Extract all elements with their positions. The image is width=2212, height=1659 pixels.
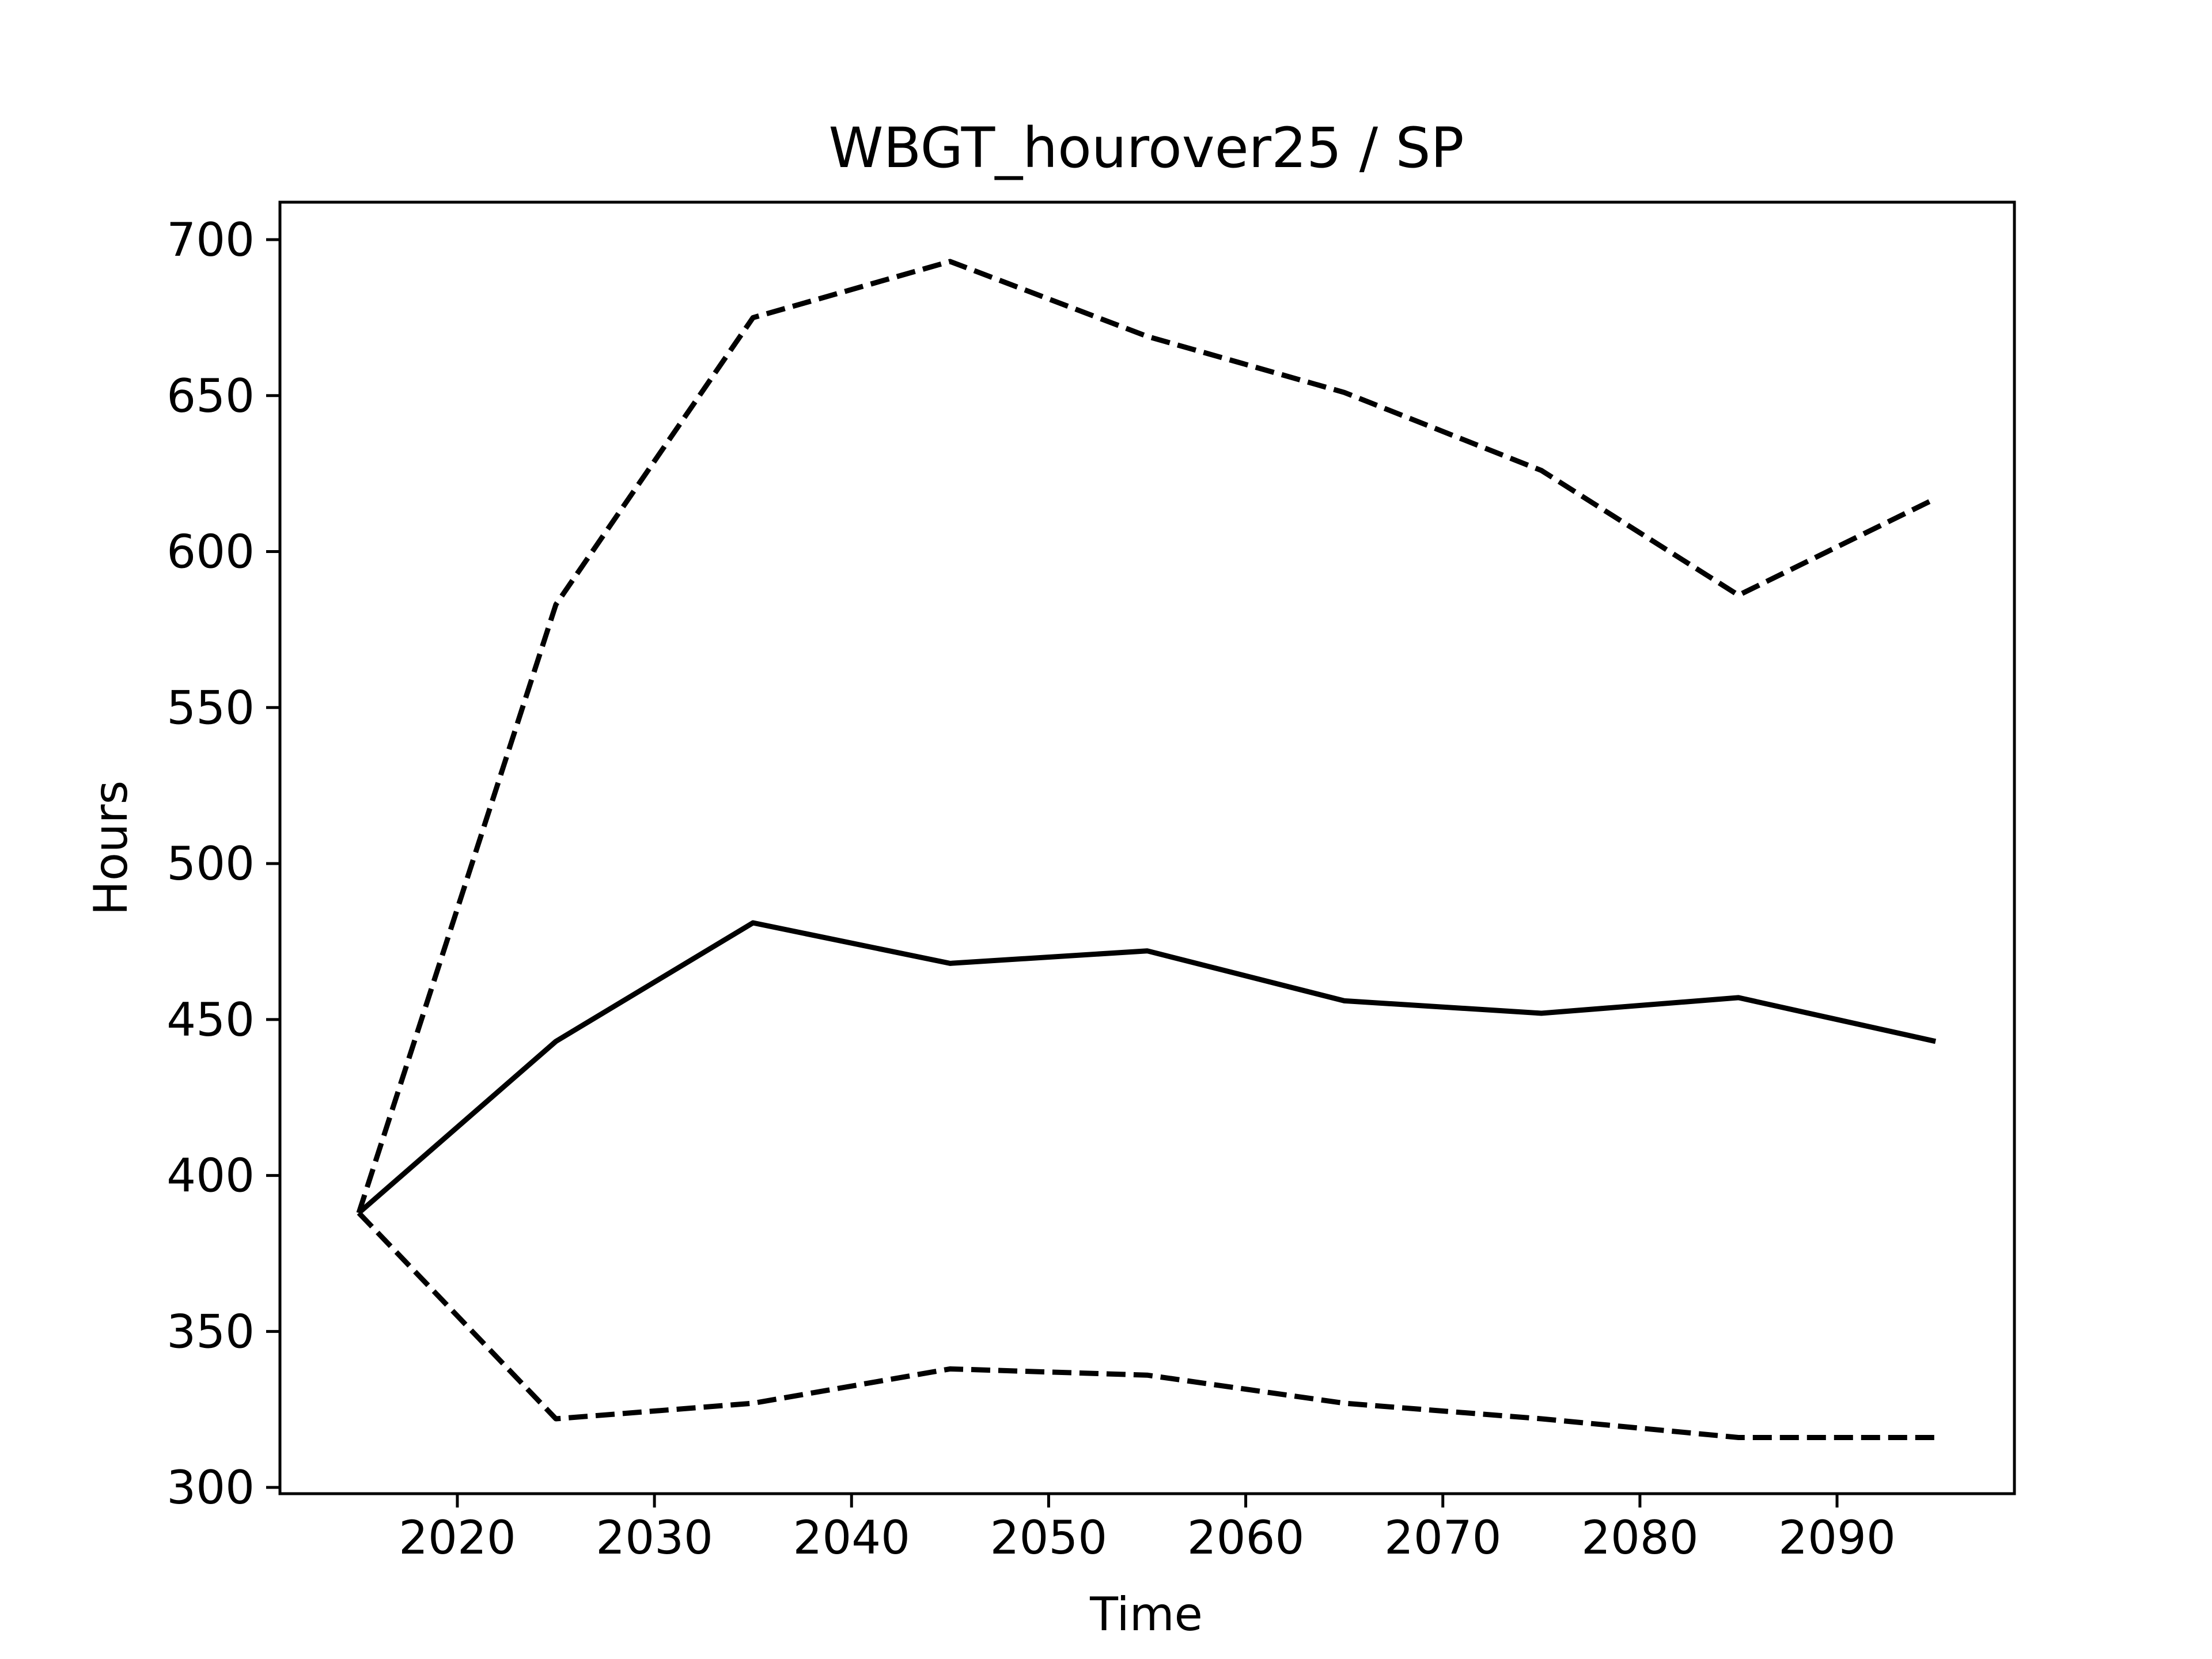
plot-frame xyxy=(278,200,2016,1495)
y-tick-label: 600 xyxy=(166,525,255,579)
chart-title: WBGT_hourover25 / SP xyxy=(829,116,1464,180)
x-tick-label: 2020 xyxy=(399,1511,516,1565)
x-tick-label: 2040 xyxy=(793,1511,910,1565)
y-axis-label: Hours xyxy=(84,781,138,915)
x-tick-label: 2070 xyxy=(1384,1511,1502,1565)
x-tick-label: 2060 xyxy=(1187,1511,1305,1565)
x-axis-label: Time xyxy=(1089,1588,1203,1641)
x-tick-label: 2080 xyxy=(1581,1511,1699,1565)
y-tick-label: 450 xyxy=(166,993,255,1047)
y-tick-label: 300 xyxy=(166,1461,255,1514)
y-tick-label: 350 xyxy=(166,1305,255,1358)
y-tick-label: 550 xyxy=(166,681,255,734)
series-line-lower xyxy=(357,1211,1936,1440)
series-line-mean xyxy=(357,920,1937,1215)
x-tick-label: 2090 xyxy=(1778,1511,1896,1565)
y-tick-label: 700 xyxy=(166,213,255,267)
x-tick-label: 2050 xyxy=(990,1511,1108,1565)
y-tick-label: 500 xyxy=(166,837,255,891)
x-tick-label: 2030 xyxy=(596,1511,713,1565)
plot-area xyxy=(356,259,1937,1440)
y-tick-label: 650 xyxy=(166,369,255,423)
y-tick-label: 400 xyxy=(166,1149,255,1203)
